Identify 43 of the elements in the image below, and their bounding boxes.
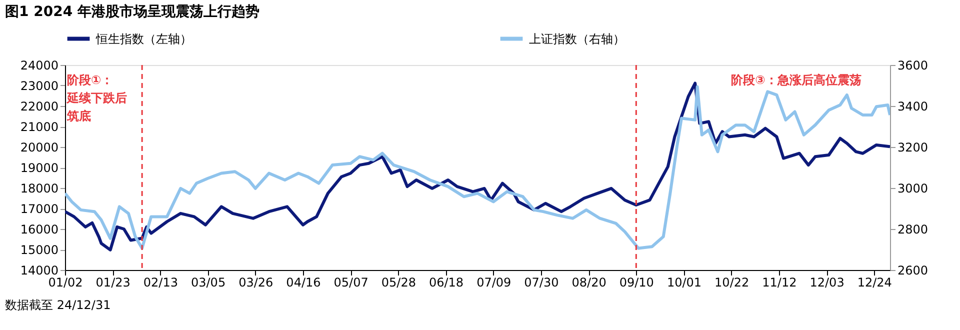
y-tick-label: 19000 (20, 161, 58, 175)
x-tick-label: 01/02 (48, 276, 83, 290)
text: 延续下跌后 (67, 91, 128, 105)
x-tick-label: 08/20 (572, 276, 606, 290)
text: 数据截至 24/12/31 (5, 298, 111, 312)
x-tick-label: 05/28 (381, 276, 416, 290)
y2-tick-label: 2600 (898, 264, 928, 278)
y-tick-label: 14000 (20, 264, 58, 278)
y-tick-label: 16000 (20, 222, 58, 236)
legend-label: 恒生指数（左轴） (95, 32, 192, 46)
x-tick-label: 06/18 (428, 276, 464, 290)
x-tick-label: 12/03 (810, 276, 844, 290)
text: 筑底 (67, 109, 92, 123)
y-tick-label: 21000 (20, 120, 58, 134)
x-tick-label: 03/05 (190, 276, 226, 290)
y-tick-label: 20000 (20, 140, 58, 154)
x-tick-label: 03/26 (238, 276, 274, 290)
y-tick-label: 24000 (20, 58, 58, 72)
y-tick-label: 18000 (20, 182, 58, 196)
x-tick-label: 04/16 (286, 276, 321, 290)
ref-line-label: 阶段③：急涨后高位震荡 (731, 73, 862, 87)
y2-tick-label: 3400 (898, 100, 928, 114)
x-tick-label: 10/01 (666, 276, 702, 290)
y2-tick-label: 3200 (898, 140, 928, 154)
x-tick-label: 07/30 (524, 276, 559, 290)
y-tick-label: 23000 (20, 79, 58, 93)
y2-tick-label: 3600 (898, 58, 928, 72)
y-tick-label: 17000 (20, 202, 58, 216)
x-tick-label: 05/07 (334, 276, 368, 290)
legend-label: 上证指数（右轴） (529, 32, 625, 46)
y-tick-label: 22000 (20, 100, 58, 114)
y-tick-label: 15000 (20, 243, 58, 257)
x-tick-label: 01/23 (96, 276, 130, 290)
x-tick-label: 10/22 (714, 276, 750, 290)
x-tick-label: 12/24 (857, 276, 892, 290)
y2-tick-label: 2800 (898, 222, 928, 236)
text: 阶段①： (67, 73, 114, 87)
y2-tick-label: 3000 (898, 182, 928, 196)
x-tick-label: 02/13 (143, 276, 178, 290)
x-tick-label: 07/09 (476, 276, 512, 290)
x-tick-label: 11/12 (762, 276, 797, 290)
x-tick-label: 09/10 (619, 276, 654, 290)
chart-title: 图1 2024 年港股市场呈现震荡上行趋势 (5, 3, 260, 20)
